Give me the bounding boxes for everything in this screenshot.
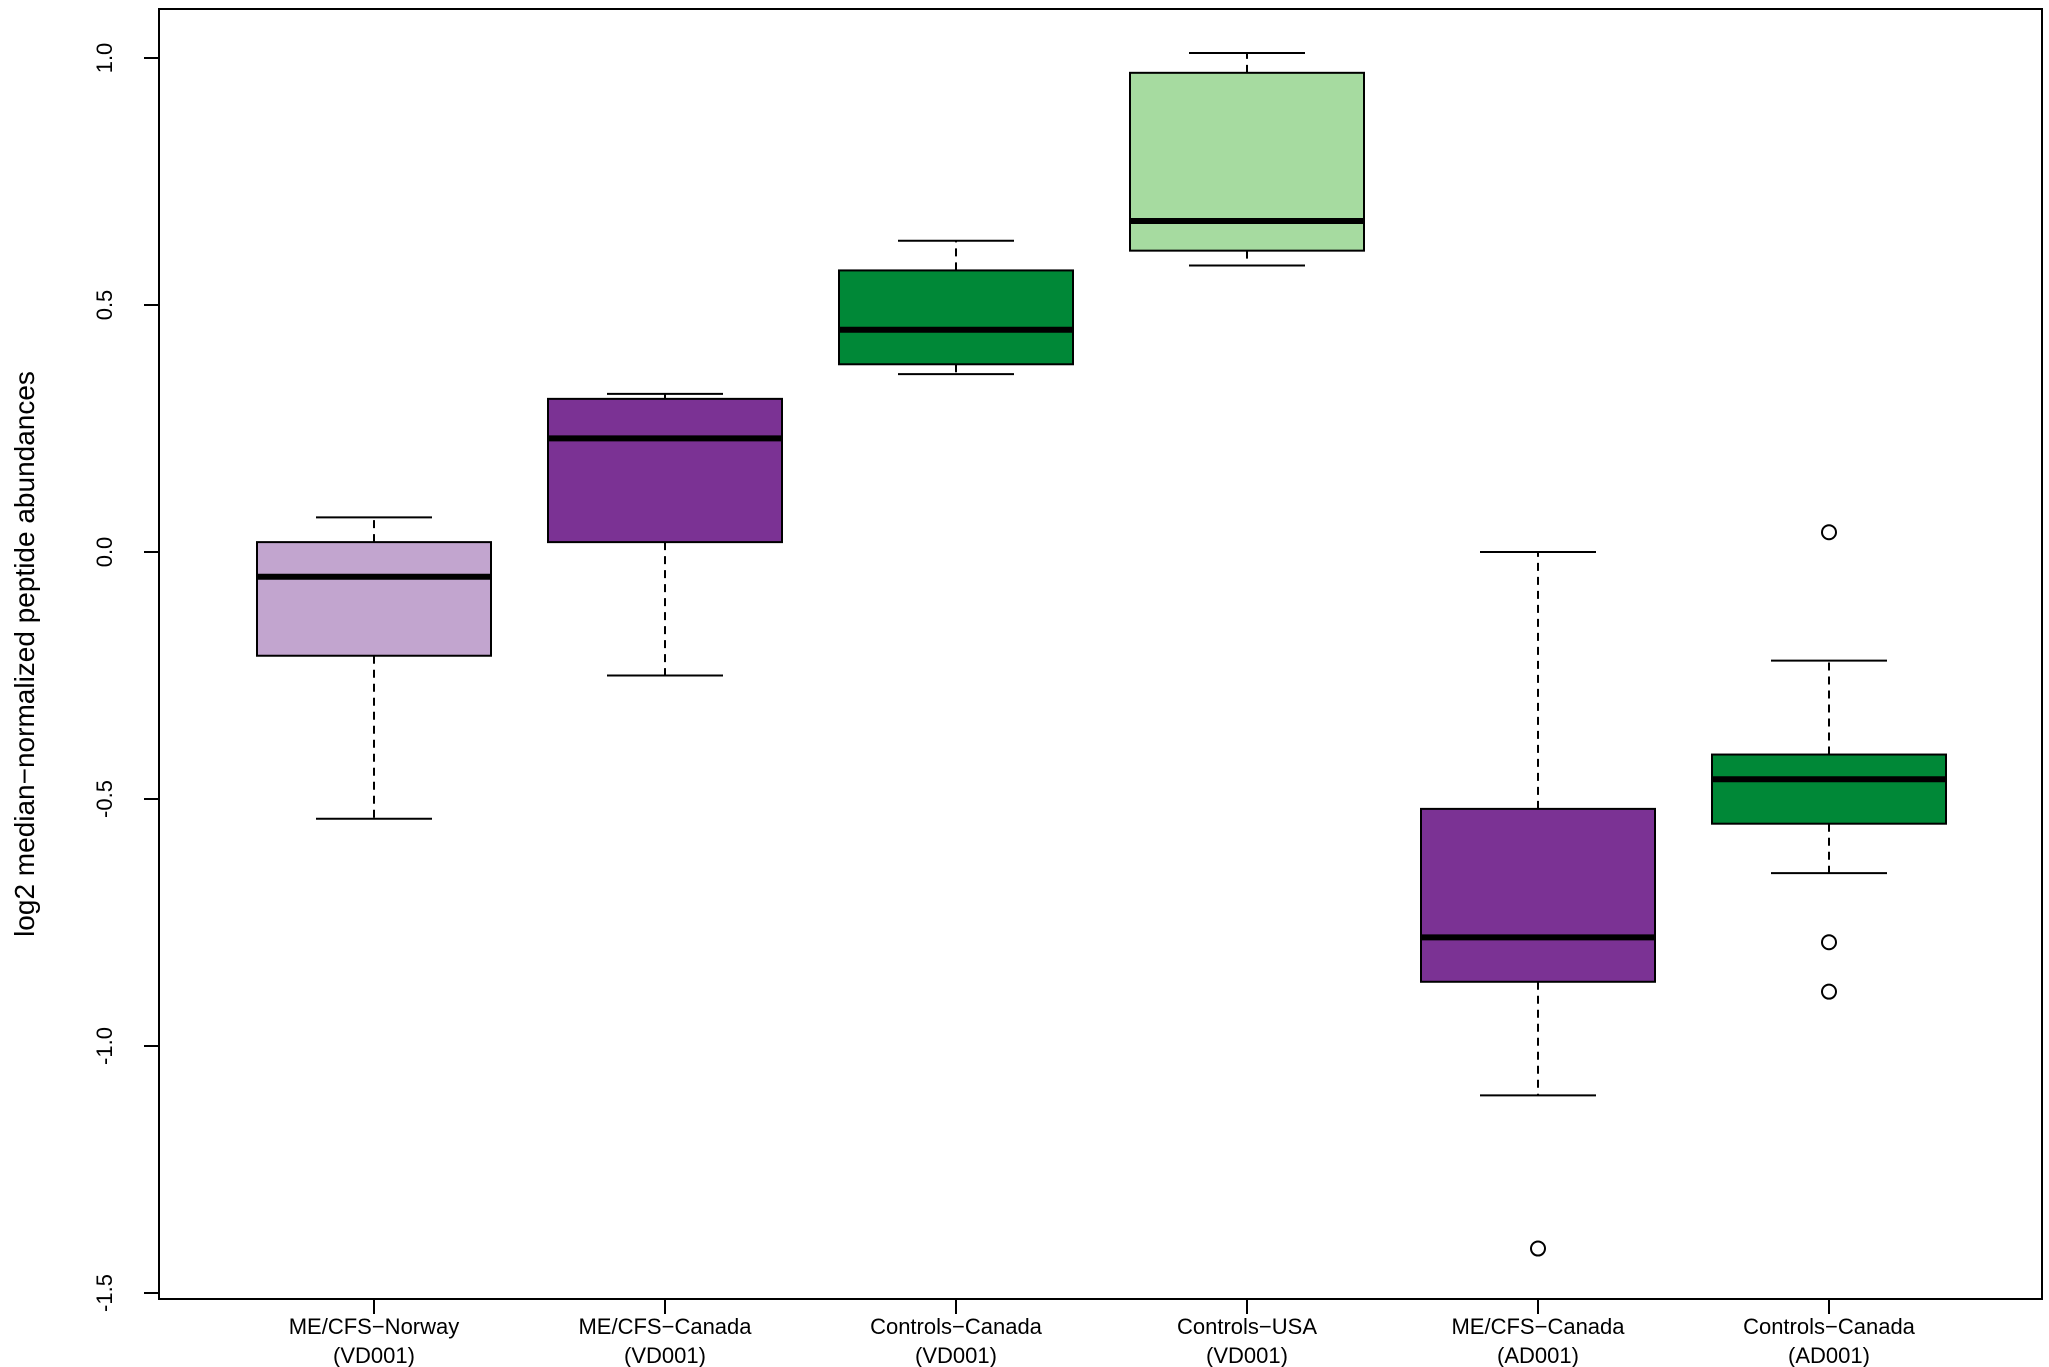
outlier-point [1821,934,1837,951]
x-tick-label: Controls−Canada [1743,1314,1916,1339]
outlier-point [1821,983,1837,1000]
x-tick-label-sub: (VD001) [624,1343,706,1367]
y-tick-label: 0.5 [92,290,117,321]
x-axis: ME/CFS−Norway (VD001) ME/CFS−Canada (VD001)… [289,1298,1916,1367]
x-tick-label: ME/CFS−Canada [1451,1314,1625,1339]
y-axis: -1.5 -1.0 -0.5 0.0 0.5 1.0 [92,43,160,1312]
x-tick-label-sub: (AD001) [1788,1343,1870,1367]
x-tick-label: Controls−Canada [870,1314,1043,1339]
x-tick-label: ME/CFS−Canada [578,1314,752,1339]
y-tick-label: -1.0 [92,1027,117,1065]
y-tick-label: 0.0 [92,537,117,568]
x-tick-label-sub: (AD001) [1497,1343,1579,1367]
box [1711,753,1947,825]
x-tick-label: ME/CFS−Norway [289,1314,460,1339]
box-group [547,392,783,677]
box-group [1420,551,1656,1257]
box [1420,807,1656,983]
y-tick-label: -0.5 [92,780,117,818]
box-group [1129,52,1365,267]
outlier-point [1530,1240,1546,1257]
x-tick-label-sub: (VD001) [333,1343,415,1367]
box [256,541,492,657]
box-group [256,516,492,820]
boxes [256,52,1947,1257]
y-tick-label: -1.5 [92,1274,117,1312]
box-group [838,239,1074,376]
outlier-point [1821,524,1837,541]
box [838,269,1074,366]
y-axis-title: log2 median−normalized peptide abundance… [9,371,40,937]
x-tick-label-sub: (VD001) [1206,1343,1288,1367]
box [547,397,783,544]
x-tick-label-sub: (VD001) [915,1343,997,1367]
x-tick-label: Controls−USA [1177,1314,1317,1339]
box-group [1711,524,1947,1000]
y-tick-label: 1.0 [92,43,117,74]
